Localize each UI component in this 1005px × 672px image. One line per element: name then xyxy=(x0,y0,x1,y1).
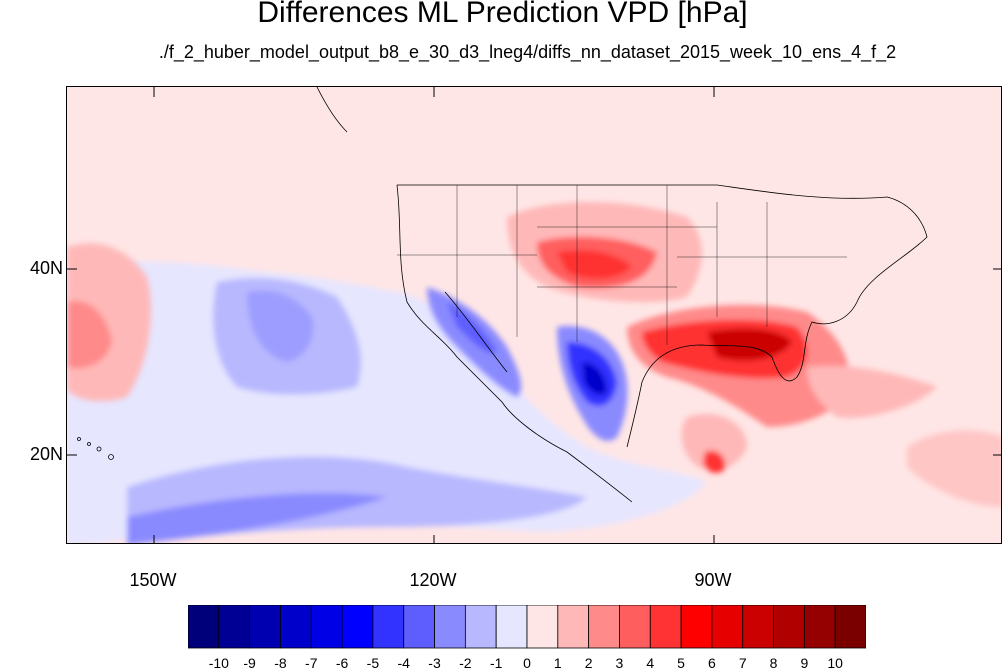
colorbar-tick-label: -4 xyxy=(397,655,410,671)
colorbar-tick-label: -8 xyxy=(274,655,287,671)
vpd-difference-map xyxy=(67,87,1001,543)
state-borders xyxy=(397,185,847,345)
colorbar-swatch xyxy=(680,605,713,649)
colorbar-swatch xyxy=(803,605,836,649)
colorbar-tick-label: 3 xyxy=(615,655,624,671)
lon-label-90w: 90W xyxy=(694,570,732,590)
pacific-negative-region xyxy=(67,261,707,543)
figure-title: Differences ML Prediction VPD [hPa] xyxy=(257,0,748,29)
colorbar-swatch xyxy=(773,605,805,649)
colorbar-swatch xyxy=(310,605,343,649)
colorbar-tick-label: -9 xyxy=(243,655,256,671)
colorbar-swatch xyxy=(557,605,590,649)
colorbar-tick-label: -7 xyxy=(305,655,318,671)
colorbar-swatch xyxy=(249,605,281,649)
map-ticks xyxy=(67,87,1001,543)
lon-label-150w: 150W xyxy=(129,570,177,590)
colorbar-tick-label: 5 xyxy=(677,655,685,671)
colorbar-swatch xyxy=(619,605,651,649)
colorbar-swatch xyxy=(495,605,528,649)
colorbar-tick-label: 10 xyxy=(827,655,843,671)
colorbar-swatch xyxy=(526,605,559,649)
colorbar-swatch xyxy=(403,605,435,649)
colorbar-tick-label: -10 xyxy=(208,655,229,671)
coastlines xyxy=(316,87,928,503)
colorbar-tick-label: 6 xyxy=(708,655,716,671)
colorbar-swatch xyxy=(834,605,866,649)
colorbar-tick-label: -3 xyxy=(428,655,441,671)
southeast-positive-region xyxy=(627,304,937,427)
lon-label-120w: 120W xyxy=(409,570,457,590)
map-panel xyxy=(66,86,1002,544)
hawaii-islands xyxy=(77,437,114,460)
colorbar xyxy=(188,605,866,649)
colorbar-swatch xyxy=(588,605,620,649)
figure-subtitle: ./f_2_huber_model_output_b8_e_30_d3_lneg… xyxy=(158,42,897,62)
colorbar-tick-label: 9 xyxy=(800,655,809,671)
colorbar-tick-label: 2 xyxy=(584,655,593,671)
colorbar-tick-label: 8 xyxy=(769,655,778,671)
colorbar-tick-label: 4 xyxy=(646,655,655,671)
east-pacific-positive-region xyxy=(67,243,1001,507)
colorbar-tick-label: -2 xyxy=(459,655,472,671)
colorbar-swatch xyxy=(218,605,251,649)
colorbar-tick-label: -6 xyxy=(335,655,349,671)
mexico-negative-region xyxy=(427,287,628,441)
colorbar-swatch xyxy=(711,605,744,649)
colorbar-swatch xyxy=(742,605,774,649)
colorbar-swatch xyxy=(280,605,312,649)
colorbar-swatch xyxy=(372,605,405,649)
colorbar-tick-label: -5 xyxy=(366,655,380,671)
colorbar-swatch xyxy=(434,605,466,649)
colorbar-swatch xyxy=(464,605,497,649)
colorbar-tick-label: 0 xyxy=(523,655,531,671)
colorbar-swatch xyxy=(188,605,220,649)
colorbar-tick-label: 1 xyxy=(553,655,562,671)
colorbar-tick-label: -1 xyxy=(489,655,503,671)
lat-label-40n: 40N xyxy=(30,258,64,278)
lat-label-20n: 20N xyxy=(30,444,64,464)
colorbar-tick-label: 7 xyxy=(738,655,747,671)
colorbar-swatch xyxy=(341,605,374,649)
colorbar-swatch xyxy=(649,605,682,649)
